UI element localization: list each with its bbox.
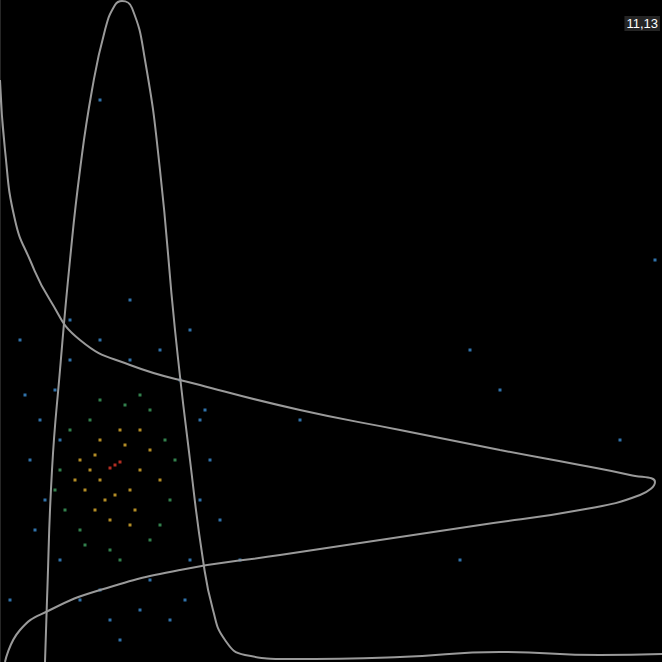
svg-text:11,13: 11,13 (626, 16, 658, 31)
